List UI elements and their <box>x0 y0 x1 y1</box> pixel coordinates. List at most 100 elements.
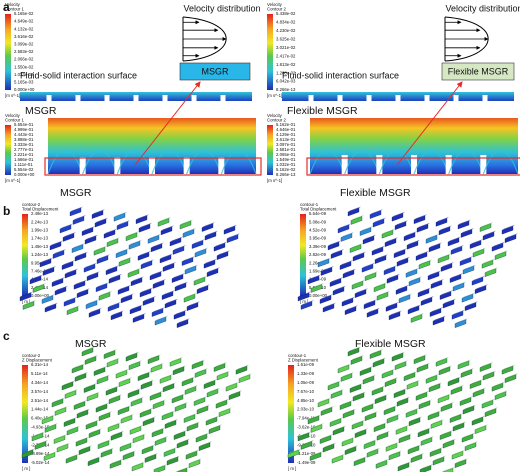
panel-name: MSGR <box>75 338 107 350</box>
block <box>371 386 384 396</box>
colorbar-subtitle: Contour 1 <box>5 118 24 123</box>
block-top <box>372 245 385 252</box>
block <box>320 267 333 276</box>
flow-arc <box>378 149 415 175</box>
colorbar-title: Velocity <box>5 2 21 7</box>
colorbar-tick-label: 4.443e-01 <box>14 132 34 137</box>
block-top <box>72 243 85 249</box>
block <box>98 292 111 301</box>
block <box>154 437 167 446</box>
block-top <box>373 217 386 224</box>
block <box>371 246 384 256</box>
colorbar-tick-label: 2.065e-01 <box>276 152 296 157</box>
block-top <box>165 419 178 425</box>
block-top <box>131 396 144 403</box>
pillar <box>482 95 488 101</box>
block <box>129 305 142 315</box>
block <box>449 414 462 423</box>
colorbar <box>267 14 273 90</box>
block <box>22 301 35 310</box>
block-top <box>462 432 475 439</box>
block <box>430 280 443 289</box>
block-top <box>372 385 385 392</box>
block-top <box>374 282 387 288</box>
block <box>369 350 382 359</box>
block-top <box>182 256 195 262</box>
block-top <box>374 422 387 428</box>
block <box>139 409 152 418</box>
colorbar-title: Velocity <box>267 2 283 7</box>
colorbar-tick-label: 9.95e-14 <box>31 260 49 265</box>
block-top <box>480 362 493 368</box>
block-top <box>142 444 155 450</box>
panel-label: b <box>3 204 10 218</box>
block <box>154 316 167 326</box>
block-top <box>352 419 365 426</box>
block-top <box>350 243 363 249</box>
flow-arc <box>151 149 188 175</box>
block <box>115 369 128 379</box>
block <box>141 445 154 455</box>
block <box>327 241 340 251</box>
block <box>376 432 389 441</box>
block <box>407 305 420 315</box>
pillar <box>162 95 168 101</box>
block <box>235 365 248 375</box>
block-top <box>301 440 314 446</box>
block-top <box>172 393 185 399</box>
colorbar-tick-label: 8.266e-13 <box>276 87 296 92</box>
block-top <box>418 427 431 433</box>
block <box>439 291 452 300</box>
block <box>72 216 85 225</box>
block-top <box>387 413 400 420</box>
block-top <box>154 464 167 470</box>
block-top <box>53 249 66 255</box>
block-top <box>70 206 83 212</box>
block <box>398 434 411 444</box>
block-top <box>165 298 178 305</box>
block <box>363 300 376 310</box>
block <box>337 224 350 234</box>
block-top <box>461 368 474 374</box>
colorbar-tick-label: 1.05e-09 <box>297 380 315 385</box>
block-top <box>84 383 97 389</box>
block <box>300 441 313 450</box>
block <box>204 231 217 241</box>
block-top <box>453 421 466 428</box>
block <box>174 403 187 412</box>
block-top <box>202 222 215 228</box>
block-top <box>351 215 364 221</box>
block <box>78 446 91 455</box>
block-top <box>382 368 395 375</box>
block <box>160 226 173 236</box>
block <box>117 406 130 416</box>
block <box>391 352 404 362</box>
block <box>385 303 398 312</box>
block-top <box>452 449 465 456</box>
block-top <box>417 362 430 369</box>
block <box>482 371 495 381</box>
block <box>442 439 455 449</box>
block <box>71 364 84 374</box>
block <box>161 291 174 300</box>
block-top <box>86 419 99 426</box>
block <box>66 426 79 436</box>
block-top <box>311 283 324 289</box>
colorbar-tick-label: 5.438e-02 <box>276 11 296 16</box>
block <box>63 418 76 427</box>
colorbar <box>22 365 28 463</box>
block-top <box>429 382 442 388</box>
block-top <box>148 354 161 360</box>
block-top <box>52 277 65 283</box>
block-top <box>35 440 48 446</box>
block <box>350 356 363 365</box>
profile-title: Velocity distribution <box>183 3 260 13</box>
flow-arc <box>47 149 84 175</box>
block <box>140 260 153 270</box>
colorbar-tick-label: 1.111e-01 <box>14 162 33 167</box>
colorbar-tick-label: 4.129e-01 <box>276 132 296 137</box>
block <box>140 381 153 390</box>
block <box>31 432 44 442</box>
panel-name: Flexible MSGR <box>340 187 411 199</box>
